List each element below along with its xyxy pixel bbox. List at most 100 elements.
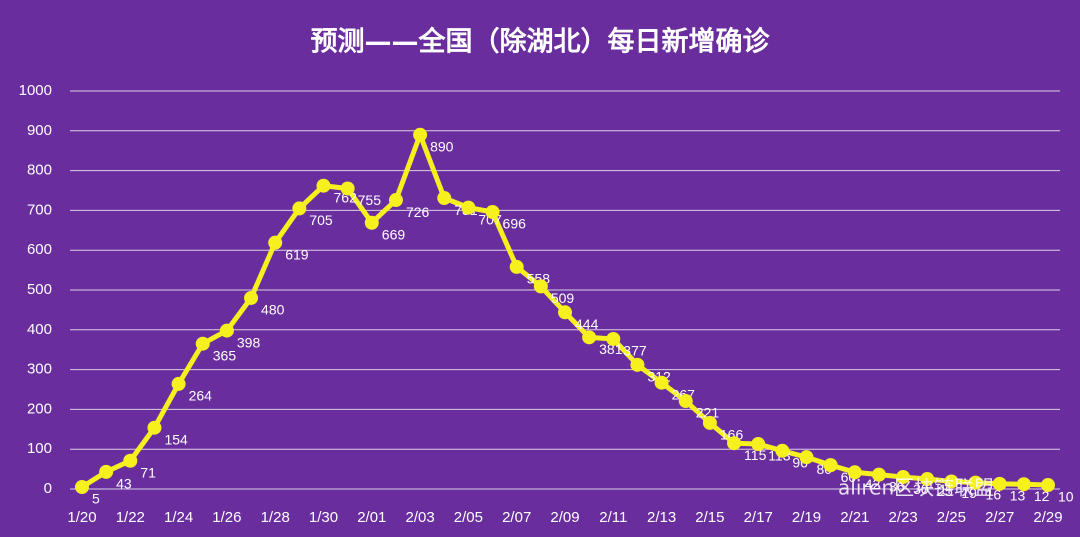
marker [871, 467, 886, 482]
marker [751, 437, 766, 452]
marker [147, 420, 162, 435]
marker [219, 323, 234, 338]
x-tick-label: 1/28 [261, 509, 290, 526]
y-tick-label: 400 [27, 321, 52, 338]
x-tick-label: 2/19 [792, 509, 821, 526]
y-tick-label: 0 [44, 480, 52, 497]
data-label: 480 [261, 302, 285, 318]
x-tick-label: 2/11 [599, 509, 627, 526]
marker [992, 476, 1007, 491]
data-label: 10 [1058, 489, 1074, 505]
marker [413, 127, 428, 142]
marker [509, 259, 524, 274]
x-tick-label: 1/20 [67, 509, 96, 526]
marker [823, 458, 838, 473]
x-tick-label: 2/17 [744, 509, 773, 526]
y-tick-label: 200 [27, 400, 52, 417]
data-label: 755 [358, 192, 382, 208]
y-tick-label: 800 [27, 162, 52, 179]
data-label: 696 [503, 216, 527, 232]
x-tick-label: 2/07 [502, 509, 531, 526]
marker [195, 336, 210, 351]
y-tick-label: 100 [27, 440, 52, 457]
x-tick-label: 2/25 [937, 509, 966, 526]
y-tick-label: 300 [27, 361, 52, 378]
marker [244, 290, 259, 305]
x-tick-label: 2/15 [695, 509, 724, 526]
x-tick-label: 2/27 [985, 509, 1014, 526]
marker [799, 450, 814, 465]
marker [606, 331, 621, 346]
x-tick-label: 2/23 [888, 509, 917, 526]
marker [364, 215, 379, 230]
data-label: 43 [116, 476, 132, 492]
data-label: 381 [599, 341, 623, 357]
marker [702, 415, 717, 430]
marker [727, 436, 742, 451]
x-tick-label: 2/09 [550, 509, 579, 526]
data-label: 221 [696, 405, 720, 421]
marker [654, 375, 669, 390]
x-tick-label: 2/03 [405, 509, 434, 526]
marker [340, 181, 355, 196]
data-label: 669 [382, 226, 406, 242]
marker [896, 470, 911, 485]
y-tick-label: 700 [27, 201, 52, 218]
x-tick-label: 1/24 [164, 509, 193, 526]
marker [461, 200, 476, 215]
marker [968, 475, 983, 490]
marker [847, 465, 862, 480]
y-tick-label: 500 [27, 281, 52, 298]
x-tick-label: 2/29 [1033, 509, 1062, 526]
marker [678, 394, 693, 409]
x-tick-label: 2/21 [840, 509, 869, 526]
marker [1041, 478, 1055, 493]
data-label: 509 [551, 290, 575, 306]
data-label: 71 [140, 464, 156, 480]
marker [485, 204, 500, 219]
data-label: 115 [744, 447, 767, 463]
marker [268, 235, 283, 250]
marker [123, 453, 138, 468]
marker [775, 443, 790, 458]
data-label: 377 [623, 343, 647, 359]
y-tick-label: 600 [27, 241, 52, 258]
data-label: 365 [213, 347, 237, 363]
data-label: 619 [285, 246, 309, 262]
marker [292, 201, 307, 216]
x-tick-label: 2/05 [454, 509, 483, 526]
x-tick-label: 2/13 [647, 509, 676, 526]
data-label: 890 [430, 138, 454, 154]
x-tick-label: 1/22 [116, 509, 145, 526]
data-label: 5 [92, 491, 100, 507]
data-label: 264 [189, 388, 213, 404]
y-tick-label: 900 [27, 122, 52, 139]
marker [582, 330, 597, 345]
data-label: 154 [164, 431, 188, 447]
marker [99, 464, 114, 479]
y-tick-label: 1000 [19, 82, 52, 99]
marker [171, 376, 186, 391]
marker [388, 193, 403, 208]
marker [75, 480, 89, 495]
marker [437, 191, 452, 206]
marker [533, 279, 548, 294]
x-tick-label: 1/30 [309, 509, 338, 526]
x-tick-label: 1/26 [212, 509, 241, 526]
watermark: aliren区块链联盟 [838, 476, 994, 500]
marker [558, 305, 572, 320]
chart-title: 预测——全国（除湖北）每日新增确诊 [311, 26, 771, 58]
data-label: 398 [237, 334, 261, 350]
marker [944, 474, 959, 489]
marker [630, 357, 645, 372]
marker [316, 178, 331, 193]
data-label: 13 [1010, 488, 1026, 504]
marker [920, 472, 935, 487]
data-label: 705 [309, 212, 333, 228]
x-tick-label: 2/01 [357, 509, 386, 526]
marker [1016, 477, 1031, 492]
data-label: 726 [406, 204, 430, 220]
